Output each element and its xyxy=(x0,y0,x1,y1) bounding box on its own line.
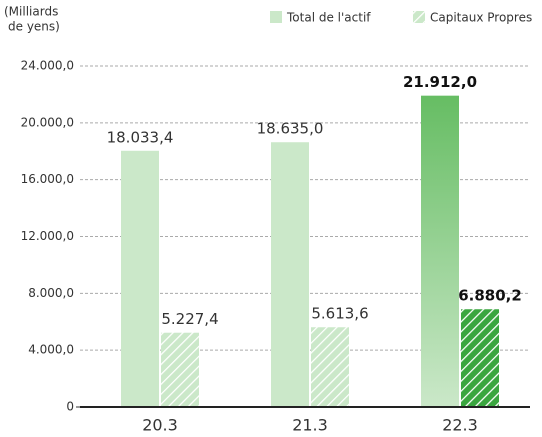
value-label: 18.635,0 xyxy=(257,120,324,138)
bar xyxy=(421,95,459,408)
legend-label: Total de l'actif xyxy=(286,11,371,25)
value-label: 5.613,6 xyxy=(311,305,368,323)
y-tick-label: 24.000,0 xyxy=(21,59,74,73)
bar xyxy=(121,150,159,407)
x-tick-label: 20.3 xyxy=(142,416,178,435)
y-tick-label: 12.000,0 xyxy=(21,229,74,243)
x-tick-label: 22.3 xyxy=(442,416,478,435)
bar xyxy=(161,332,199,407)
legend-swatch xyxy=(413,11,425,23)
y-tick-label: 8.000,0 xyxy=(28,286,74,300)
bar xyxy=(311,327,349,407)
value-label: 21.912,0 xyxy=(403,73,477,91)
bar xyxy=(271,142,309,407)
y-tick-label: 16.000,0 xyxy=(21,172,74,186)
legend-label: Capitaux Propres xyxy=(430,11,532,25)
x-tick-label: 21.3 xyxy=(292,416,328,435)
y-tick-label: 20.000,0 xyxy=(21,115,74,129)
y-axis-label: de yens) xyxy=(8,20,60,34)
legend-swatch xyxy=(270,11,282,23)
bar xyxy=(461,309,499,407)
y-axis-label: (Milliards xyxy=(4,5,58,19)
y-tick-label: 4.000,0 xyxy=(28,343,74,357)
y-tick-label: 0 xyxy=(66,400,74,414)
value-label: 5.227,4 xyxy=(161,310,218,328)
value-label: 18.033,4 xyxy=(107,128,174,146)
value-label: 6.880,2 xyxy=(458,287,522,305)
